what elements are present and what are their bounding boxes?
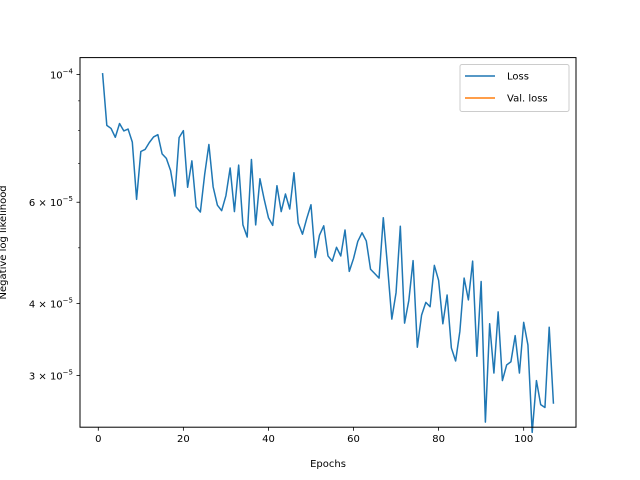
x-tick-label: 0	[95, 434, 101, 445]
y-axis: 10−4 6 × 10−5 4 × 10−5 3 × 10−5	[29, 68, 80, 383]
legend-label-val-loss: Val. loss	[507, 94, 548, 105]
legend-label-loss: Loss	[507, 72, 529, 83]
y-tick-label: 6 × 10−5	[29, 195, 73, 209]
x-axis-label: Epochs	[310, 459, 346, 470]
plot-area	[101, 72, 555, 434]
x-tick-label: 100	[514, 434, 533, 445]
x-tick-label: 80	[432, 434, 445, 445]
y-tick-label: 3 × 10−5	[29, 369, 73, 383]
x-tick-label: 60	[347, 434, 360, 445]
y-tick-label: 4 × 10−5	[29, 297, 73, 311]
series-line-loss	[101, 72, 555, 434]
y-tick-label: 10−4	[50, 68, 74, 82]
axes-frame	[79, 57, 577, 428]
x-axis: 0 20 40 60 80 100	[95, 427, 533, 445]
legend: Loss Val. loss	[459, 64, 570, 112]
x-tick-label: 20	[177, 434, 190, 445]
y-axis-label: Negative log likelihood	[0, 185, 9, 299]
x-tick-label: 40	[262, 434, 275, 445]
